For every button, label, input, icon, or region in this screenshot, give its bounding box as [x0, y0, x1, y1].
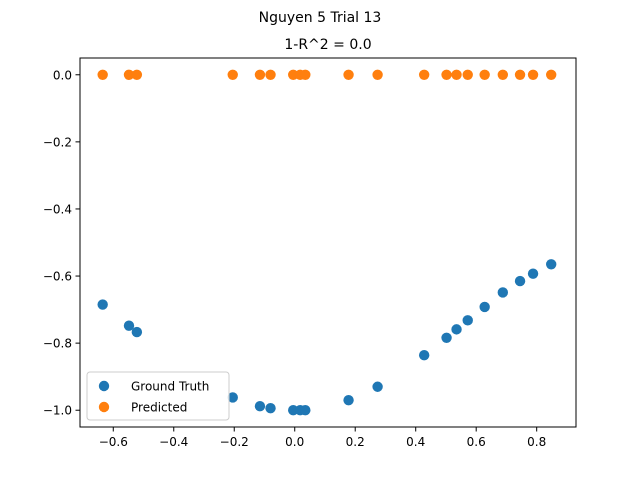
data-point [546, 259, 557, 270]
data-point [441, 69, 452, 80]
data-point [123, 320, 135, 331]
data-point [546, 69, 557, 80]
series-predicted [97, 69, 557, 80]
data-point [441, 332, 452, 343]
data-point [227, 392, 238, 403]
legend-label: Ground Truth [131, 380, 209, 394]
legend-marker [98, 401, 110, 413]
legend-marker [98, 380, 110, 392]
x-tick-label: −0.4 [159, 435, 188, 449]
data-point [265, 69, 276, 80]
data-point [418, 350, 430, 361]
y-tick-label: 0.0 [53, 68, 72, 82]
data-point [343, 394, 354, 406]
y-tick-label: −0.6 [43, 270, 72, 284]
x-tick-label: −0.2 [220, 435, 249, 449]
data-point [418, 69, 430, 80]
legend: Ground Truth Predicted [86, 371, 230, 421]
data-point [479, 301, 490, 313]
data-point [300, 69, 311, 80]
axes-frame [79, 57, 577, 428]
data-point [497, 69, 509, 80]
y-axis: 0.0 −0.2 −0.4 −0.6 −0.8 −1.0 [43, 68, 80, 418]
y-tick-label: −0.8 [43, 337, 72, 351]
x-tick-label: −0.6 [99, 435, 128, 449]
data-point [372, 69, 383, 80]
data-point [479, 69, 490, 80]
data-point [97, 69, 108, 80]
legend-box [86, 371, 230, 421]
x-tick-label: 0.8 [527, 435, 546, 449]
data-point [527, 69, 539, 80]
legend-label: Predicted [131, 401, 187, 415]
chart-suptitle: Nguyen 5 Trial 13 [259, 10, 382, 26]
x-tick-label: 0.6 [467, 435, 486, 449]
data-point [254, 69, 266, 80]
data-point [514, 275, 526, 287]
plot-area [79, 57, 577, 428]
data-point [97, 299, 108, 310]
data-point [451, 69, 462, 80]
data-point [343, 69, 354, 80]
y-tick-label: −0.2 [43, 135, 72, 149]
series-ground-truth [97, 259, 557, 416]
data-point [300, 405, 311, 416]
data-point [527, 268, 539, 279]
x-tick-label: 0.2 [346, 435, 365, 449]
y-tick-label: −0.4 [43, 202, 72, 216]
data-point [451, 324, 462, 335]
x-axis: −0.6 −0.4 −0.2 0.0 0.2 0.4 0.6 0.8 [99, 427, 546, 449]
data-point [131, 326, 143, 338]
chart-title: 1-R^2 = 0.0 [284, 37, 371, 53]
data-point [514, 69, 526, 80]
data-point [265, 403, 276, 414]
data-point [227, 69, 238, 80]
data-point [372, 381, 383, 392]
x-tick-label: 0.0 [285, 435, 304, 449]
data-point [497, 287, 509, 298]
data-point [123, 69, 135, 80]
y-tick-label: −1.0 [43, 404, 72, 418]
data-point [462, 315, 473, 326]
data-point [254, 401, 266, 412]
data-point [462, 69, 473, 80]
data-point [131, 69, 143, 80]
x-tick-label: 0.4 [406, 435, 425, 449]
